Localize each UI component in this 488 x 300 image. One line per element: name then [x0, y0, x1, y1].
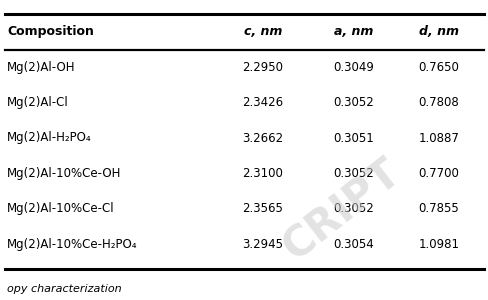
- Text: 0.3052: 0.3052: [332, 96, 373, 109]
- Text: 0.7808: 0.7808: [418, 96, 458, 109]
- Text: c, nm: c, nm: [243, 25, 282, 38]
- Text: 3.2945: 3.2945: [242, 238, 283, 251]
- Text: a, nm: a, nm: [333, 25, 372, 38]
- Text: Mg(2)Al-10%Ce-H₂PO₄: Mg(2)Al-10%Ce-H₂PO₄: [7, 238, 138, 251]
- Text: 1.0981: 1.0981: [418, 238, 458, 251]
- Text: Mg(2)Al-H₂PO₄: Mg(2)Al-H₂PO₄: [7, 131, 92, 145]
- Text: Mg(2)Al-10%Ce-OH: Mg(2)Al-10%Ce-OH: [7, 167, 122, 180]
- Text: opy characterization: opy characterization: [7, 284, 122, 294]
- Text: 0.7855: 0.7855: [418, 202, 458, 215]
- Text: 2.2950: 2.2950: [242, 61, 283, 74]
- Text: Mg(2)Al-10%Ce-Cl: Mg(2)Al-10%Ce-Cl: [7, 202, 115, 215]
- Text: 0.7650: 0.7650: [418, 61, 458, 74]
- Text: 1.0887: 1.0887: [418, 131, 458, 145]
- Text: 0.3051: 0.3051: [332, 131, 373, 145]
- Text: CRIPT: CRIPT: [275, 151, 408, 269]
- Text: d, nm: d, nm: [418, 25, 458, 38]
- Text: 0.3052: 0.3052: [332, 202, 373, 215]
- Text: 2.3100: 2.3100: [242, 167, 283, 180]
- Text: 2.3426: 2.3426: [242, 96, 283, 109]
- Text: 0.3052: 0.3052: [332, 167, 373, 180]
- Text: Mg(2)Al-OH: Mg(2)Al-OH: [7, 61, 76, 74]
- Text: Mg(2)Al-Cl: Mg(2)Al-Cl: [7, 96, 69, 109]
- Text: Composition: Composition: [7, 25, 94, 38]
- Text: 0.7700: 0.7700: [418, 167, 458, 180]
- Text: 2.3565: 2.3565: [242, 202, 283, 215]
- Text: 0.3049: 0.3049: [332, 61, 373, 74]
- Text: 3.2662: 3.2662: [242, 131, 283, 145]
- Text: 0.3054: 0.3054: [332, 238, 373, 251]
